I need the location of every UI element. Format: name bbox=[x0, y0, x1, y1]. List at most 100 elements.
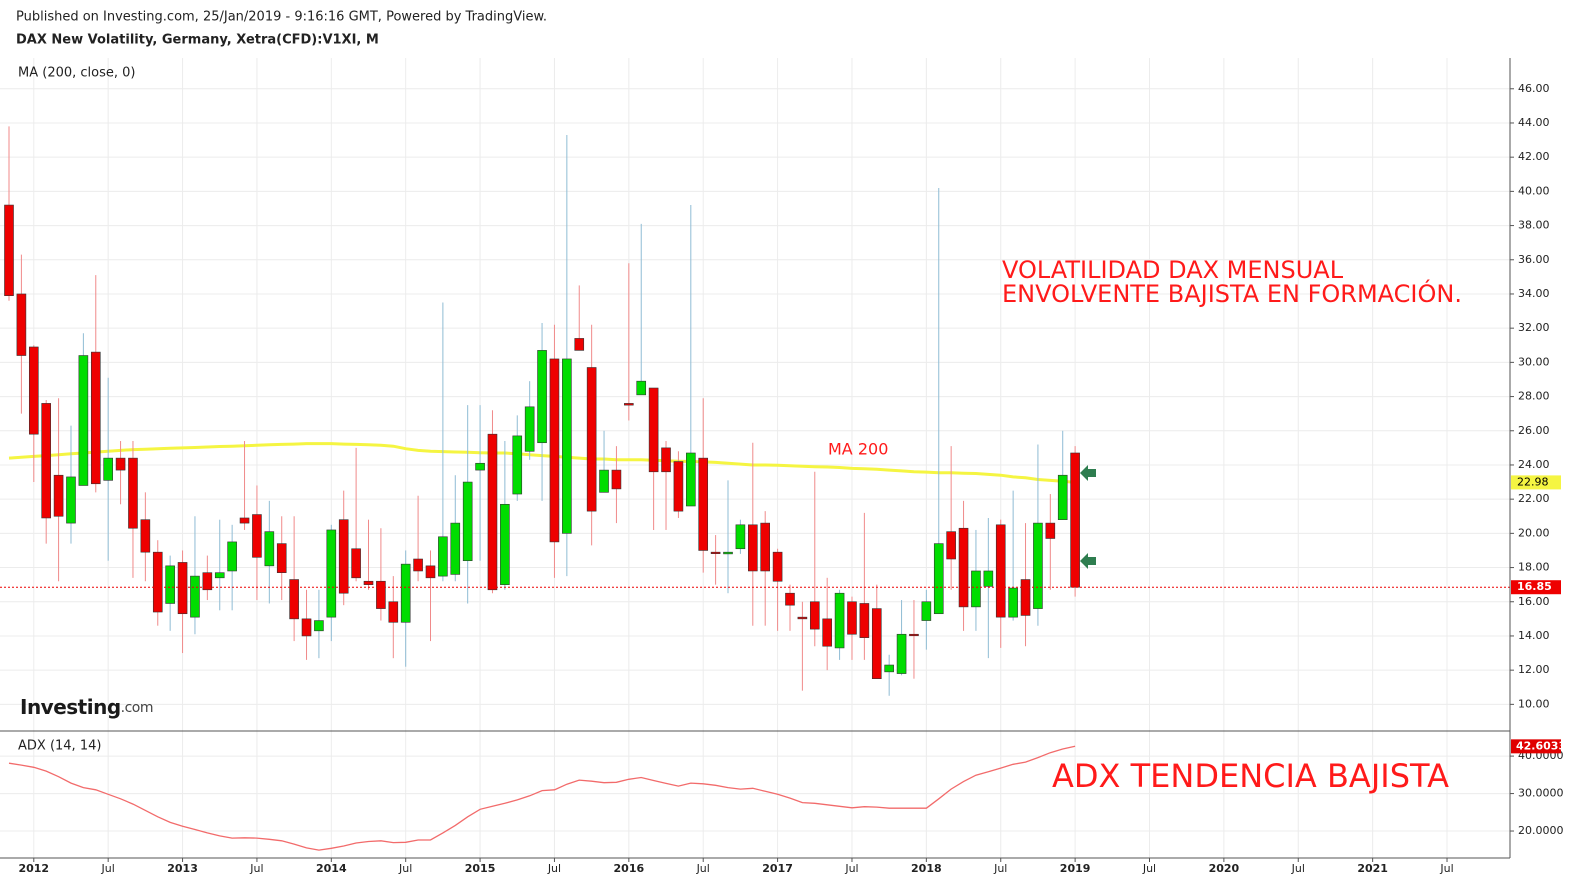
candle-body bbox=[661, 447, 671, 473]
candle-body bbox=[760, 522, 770, 572]
x-tick-label: 2021 bbox=[1357, 862, 1388, 875]
candle-body bbox=[16, 293, 27, 356]
candle-body bbox=[276, 543, 287, 573]
y-tick-label: 12.00 bbox=[1518, 663, 1550, 676]
annotation: ENVOLVENTE BAJISTA EN FORMACIÓN. bbox=[1002, 278, 1462, 308]
annotation: MA 200 bbox=[828, 440, 888, 459]
candle-body bbox=[165, 565, 175, 604]
candle-body bbox=[921, 601, 932, 621]
candle-body bbox=[450, 522, 461, 575]
y-tick-label: 16.00 bbox=[1518, 595, 1550, 608]
candle-body bbox=[958, 527, 969, 608]
y-tick-label: 38.00 bbox=[1518, 219, 1550, 232]
candle-body bbox=[53, 474, 64, 517]
x-tick-label: Jul bbox=[1291, 862, 1305, 875]
x-tick-label: Jul bbox=[249, 862, 263, 875]
candle-body bbox=[698, 457, 709, 551]
candle-body bbox=[301, 618, 312, 637]
chart-title: DAX New Volatility, Germany, Xetra(CFD):… bbox=[16, 33, 379, 48]
candle-body bbox=[500, 503, 510, 585]
y-tick-label: 24.00 bbox=[1518, 458, 1550, 471]
candle-body bbox=[400, 563, 411, 623]
x-tick-label: 2017 bbox=[762, 862, 793, 875]
x-tick-label: Jul bbox=[993, 862, 1007, 875]
y-tick-label: 36.00 bbox=[1518, 253, 1550, 266]
candle-body bbox=[1020, 579, 1031, 616]
candle-body bbox=[562, 358, 572, 534]
candle-body bbox=[586, 367, 597, 512]
candle-body bbox=[41, 403, 51, 519]
candle-body bbox=[363, 580, 374, 585]
y-tick-label: 40.00 bbox=[1518, 184, 1550, 197]
adx-label: 42.6033 bbox=[1516, 739, 1566, 752]
candle-body bbox=[933, 543, 944, 615]
candle-body bbox=[140, 519, 151, 553]
candle-body bbox=[90, 351, 101, 485]
y-tick-label: 20.0000 bbox=[1518, 824, 1564, 837]
candle-body bbox=[1057, 474, 1068, 520]
candle-body bbox=[971, 570, 981, 608]
candle-body bbox=[388, 601, 399, 623]
logo: Investing.com bbox=[20, 695, 153, 719]
candle-body bbox=[735, 524, 746, 550]
candle-body bbox=[28, 346, 39, 435]
x-tick-label: 2019 bbox=[1060, 862, 1091, 875]
ma-label: 22.98 bbox=[1517, 475, 1549, 488]
candle-body bbox=[859, 603, 870, 638]
marks bbox=[0, 126, 1510, 851]
candle-body bbox=[202, 572, 213, 591]
x-tick-label: Jul bbox=[844, 862, 858, 875]
x-tick-label: Jul bbox=[398, 862, 412, 875]
x-tick-label: Jul bbox=[696, 862, 710, 875]
candle-body bbox=[822, 618, 832, 647]
candle-body bbox=[772, 551, 783, 582]
candle-body bbox=[611, 469, 622, 490]
ma-tag bbox=[1511, 475, 1561, 490]
candle-body bbox=[524, 406, 535, 452]
annotation: VOLATILIDAD DAX MENSUAL bbox=[1002, 256, 1344, 284]
candle-body bbox=[66, 476, 76, 524]
x-tick-label: 2016 bbox=[614, 862, 645, 875]
candle-body bbox=[512, 435, 523, 495]
candle-body bbox=[326, 529, 337, 618]
x-tick-label: 2020 bbox=[1209, 862, 1240, 875]
candle-body bbox=[834, 592, 845, 649]
x-tick-label: Jul bbox=[1439, 862, 1453, 875]
candle-body bbox=[537, 350, 547, 444]
candle-body bbox=[748, 524, 758, 572]
x-tick-label: Jul bbox=[1142, 862, 1156, 875]
y-tick-label: 46.00 bbox=[1518, 82, 1550, 95]
adx-line bbox=[8, 745, 1076, 851]
candle-body bbox=[785, 592, 795, 606]
y-tick-label: 30.00 bbox=[1518, 355, 1550, 368]
candle-body bbox=[636, 380, 647, 396]
candle-body bbox=[462, 481, 473, 562]
candle-body bbox=[847, 601, 857, 635]
y-tick-label: 14.00 bbox=[1518, 629, 1550, 642]
indicator-label: ADX (14, 14) bbox=[18, 739, 101, 754]
candle-body bbox=[549, 358, 560, 543]
x-tick-label: 2014 bbox=[316, 862, 347, 875]
candle-body bbox=[871, 608, 882, 680]
indicator-label: MA (200, close, 0) bbox=[18, 66, 135, 81]
candle-body bbox=[227, 541, 237, 572]
candle-body bbox=[252, 514, 262, 558]
candle-body bbox=[624, 403, 634, 406]
candle-body bbox=[995, 524, 1006, 618]
candle-body bbox=[896, 633, 907, 674]
candle-body bbox=[909, 633, 919, 637]
x-tick-label: Jul bbox=[101, 862, 115, 875]
x-tick-label: Jul bbox=[547, 862, 561, 875]
y-tick-label: 30.0000 bbox=[1518, 787, 1564, 800]
candle-body bbox=[413, 558, 423, 572]
logo-text: Investing bbox=[20, 695, 121, 719]
candle-body bbox=[314, 620, 324, 632]
logo-suffix: .com bbox=[121, 700, 153, 716]
y-tick-label: 10.00 bbox=[1518, 697, 1550, 710]
candle-body bbox=[797, 616, 808, 620]
last-price-label: 16.85 bbox=[1517, 580, 1552, 593]
candle-body bbox=[425, 565, 436, 579]
candle-body bbox=[673, 461, 684, 512]
candle-body bbox=[487, 433, 498, 591]
y-tick-label: 44.00 bbox=[1518, 116, 1550, 129]
